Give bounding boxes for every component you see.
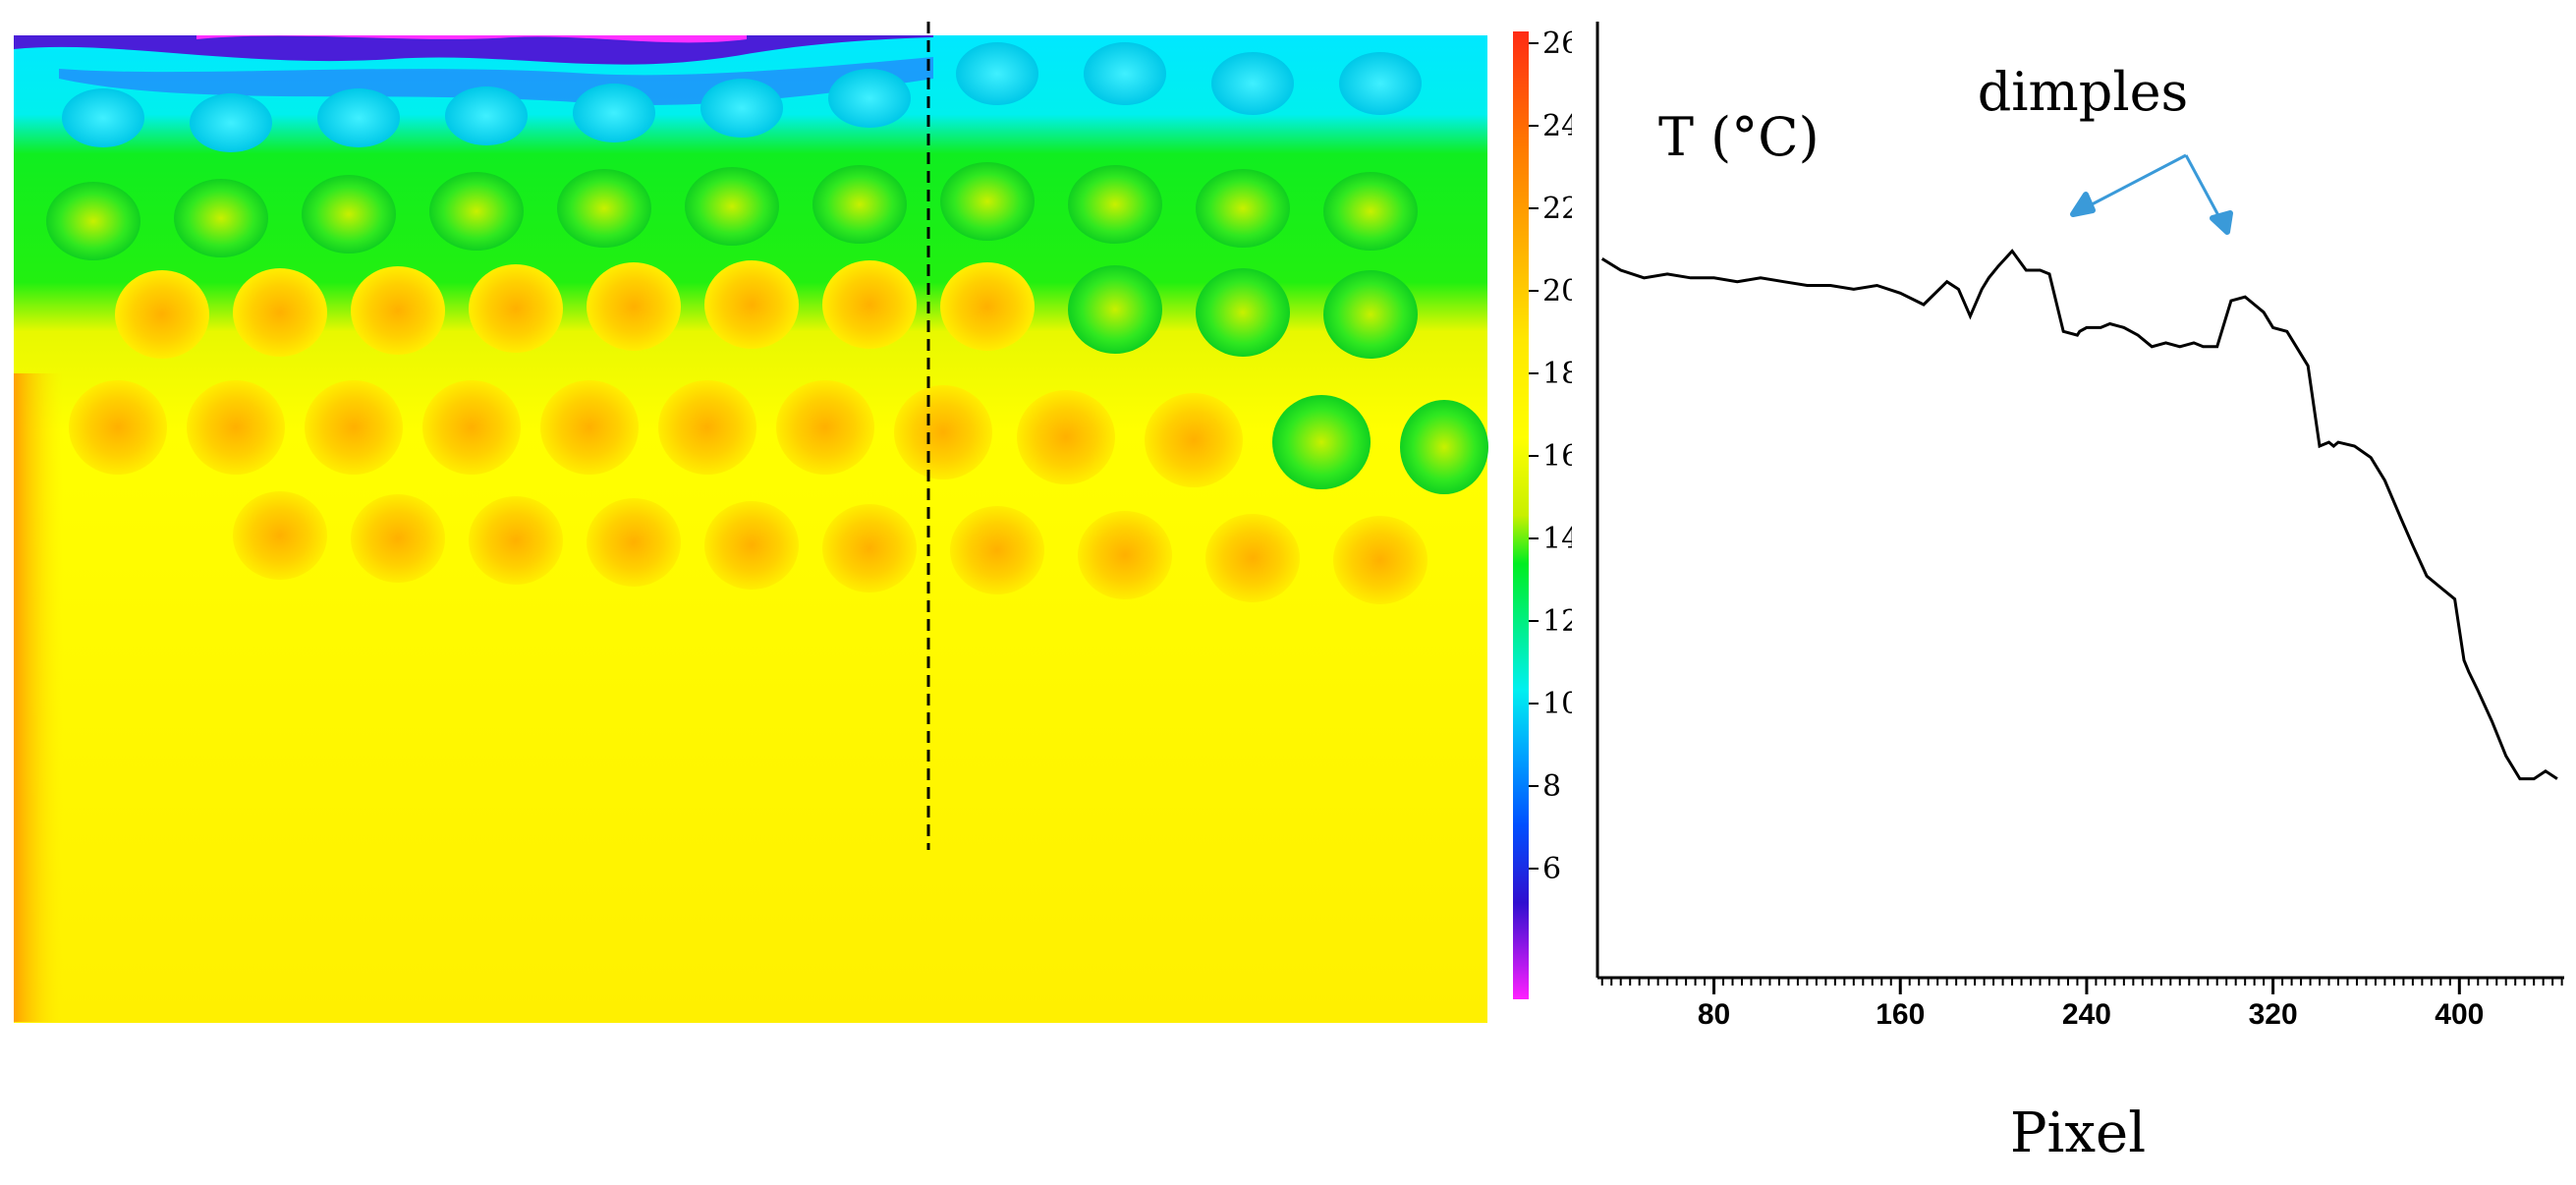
- arrow-right-head: [2210, 210, 2233, 235]
- temperature-series-line: [1600, 249, 2558, 781]
- colorbar-tick-label: 20: [1542, 274, 1572, 309]
- x-tick-label: 160: [1876, 998, 1925, 1031]
- dimple-grid: [46, 42, 1488, 604]
- x-tick-label: 320: [2249, 998, 2298, 1031]
- plate-left-edge: [14, 373, 63, 1022]
- x-axis-label: Pixel: [2010, 1101, 2146, 1165]
- annotation-arrows: [2070, 153, 2233, 235]
- thermal-image-panel: 26 24 22 20 18 16 14 12 10 8 6: [14, 22, 1580, 1023]
- dimple-row-2: [46, 162, 1418, 260]
- colorbar-tick-label: 24: [1542, 109, 1572, 143]
- cold-band: [14, 35, 933, 65]
- line-chart: 80 160 240 320 400 T (°C) Pixel dimples: [1596, 22, 2564, 1165]
- dimples-annotation: dimples: [1978, 61, 2189, 123]
- thermal-image-svg: 26 24 22 20 18 16 14 12 10 8 6: [14, 22, 1580, 1023]
- colorbar: [1513, 31, 1529, 999]
- coldest-band: [196, 35, 747, 43]
- colorbar-tick-label: 12: [1542, 604, 1572, 639]
- dimple-row-5: [233, 491, 1428, 604]
- arrow-left-head: [2070, 192, 2096, 217]
- colorbar-tick-label: 6: [1542, 852, 1561, 886]
- colorbar-tick-label: 22: [1542, 192, 1572, 226]
- dimple-row-3: [115, 260, 1418, 359]
- dimple-row-1: [62, 42, 1422, 152]
- x-tick-label: 400: [2435, 998, 2484, 1031]
- colorbar-ticks: 26 24 22 20 18 16 14 12 10 8 6: [1529, 27, 1580, 886]
- chart-panel: 80 160 240 320 400 T (°C) Pixel dimples: [1572, 0, 2576, 1181]
- colorbar-tick-label: 16: [1542, 439, 1572, 474]
- colorbar-tick-label: 8: [1542, 769, 1561, 804]
- colorbar-tick-label: 26: [1542, 27, 1572, 61]
- dimple-row-4: [69, 380, 1488, 494]
- x-tick-labels: 80 160 240 320 400: [1698, 978, 2484, 1031]
- x-tick-label: 80: [1698, 998, 1730, 1031]
- colorbar-tick-label: 18: [1542, 357, 1572, 391]
- x-tick-label: 240: [2062, 998, 2111, 1031]
- colorbar-tick-label: 10: [1542, 687, 1572, 721]
- y-axis-label: T (°C): [1658, 106, 1820, 168]
- x-minor-ticks: [1600, 978, 2563, 986]
- colorbar-tick-label: 14: [1542, 522, 1572, 556]
